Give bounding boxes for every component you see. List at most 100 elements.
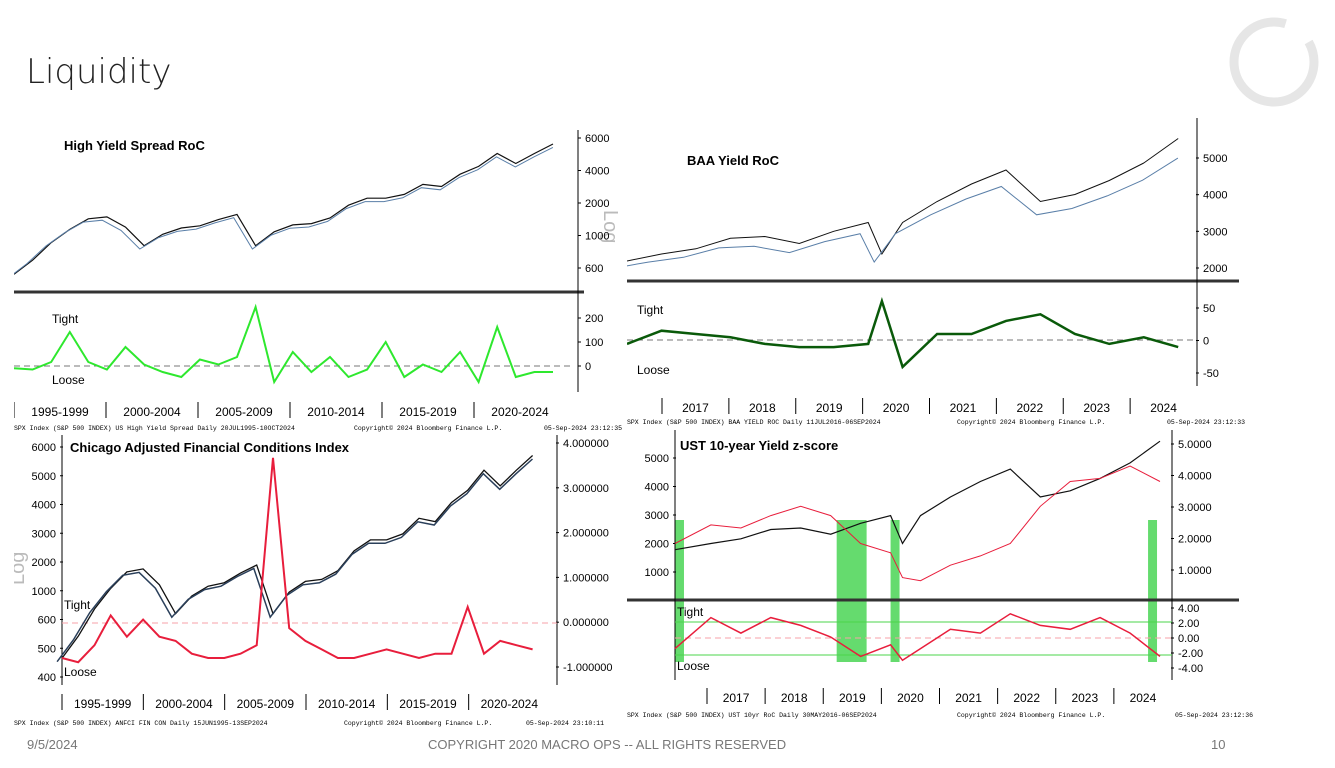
left-axis-label: 1000: [645, 567, 669, 579]
top-axis-label: 5000: [1203, 153, 1227, 165]
x-axis-label: 2015-2019: [399, 405, 457, 419]
bottom-axis-label: 0.00: [1178, 633, 1199, 645]
x-axis-label: 2020-2024: [491, 405, 549, 419]
left-axis-label: 4000: [32, 500, 56, 512]
spx-line: [61, 455, 534, 659]
x-axis-label: 2000-2004: [155, 697, 213, 711]
x-axis-label: 2018: [749, 401, 776, 415]
highlight-band: [1148, 520, 1158, 662]
left-axis-label: 5000: [32, 471, 56, 483]
top-axis-label: 4000: [585, 166, 609, 178]
x-axis-label: 2019: [839, 691, 866, 705]
footer-right: 05-Sep-2024 23:12:35: [544, 425, 622, 432]
bottom-axis-label: 0: [585, 361, 591, 373]
x-axis-label: 2024: [1150, 401, 1177, 415]
x-axis-label: 2017: [723, 691, 750, 705]
right-axis-label: -1.000000: [563, 662, 613, 674]
x-axis-label: 2021: [955, 691, 982, 705]
footer-mid: Copyright© 2024 Bloomberg Finance L.P.: [957, 711, 1105, 719]
logo-circle-icon: [1216, 4, 1326, 119]
footer-mid: Copyright© 2024 Bloomberg Finance L.P.: [344, 719, 492, 727]
footer-right: 05-Sep-2024 23:10:11: [526, 720, 604, 727]
left-axis-label: 2000: [32, 557, 56, 569]
ust-yield-line: [674, 465, 1161, 582]
label-loose: Loose: [637, 363, 670, 377]
footer-mid: Copyright© 2024 Bloomberg Finance L.P.: [957, 418, 1105, 426]
ust-chart: UST 10-year Yield z-score 5000 4000 3000 20…: [627, 430, 1253, 719]
bottom-axis-label: 50: [1203, 303, 1215, 315]
label-tight: Tight: [677, 605, 704, 619]
top-axis-label: 3000: [1203, 226, 1227, 238]
chart-title: Chicago Adjusted Financial Conditions In…: [70, 440, 350, 455]
x-axis-label: 2018: [781, 691, 808, 705]
x-axis-label: 2019: [816, 401, 843, 415]
footer-mid: Copyright© 2024 Bloomberg Finance L.P.: [354, 424, 502, 432]
bottom-axis-label: 100: [585, 337, 603, 349]
bottom-axis-label: -50: [1203, 368, 1219, 380]
right-axis-label: 1.000000: [563, 572, 609, 584]
right-axis-label: 5.0000: [1178, 439, 1212, 451]
left-axis-label: 400: [38, 672, 56, 684]
top-axis-label: 2000: [585, 198, 609, 210]
slide-title: Liquidity: [26, 52, 172, 92]
footer-right: 05-Sep-2024 23:12:33: [1167, 419, 1245, 426]
x-axis-label: 2022: [1016, 401, 1043, 415]
highlight-band: [675, 520, 684, 662]
anfci-line: [61, 457, 533, 664]
x-axis-label: 2020: [883, 401, 910, 415]
highlight-band: [836, 520, 867, 662]
x-axis-label: 2024: [1130, 691, 1157, 705]
left-axis-label: 6000: [32, 442, 56, 454]
x-axis-label: 2015-2019: [399, 697, 457, 711]
right-axis-label: 4.000000: [563, 438, 609, 450]
left-axis-label: 5000: [645, 453, 669, 465]
right-axis-label: 1.0000: [1178, 565, 1212, 577]
x-axis-label: 2023: [1083, 401, 1110, 415]
roc-line: [627, 296, 1179, 370]
x-axis-label: 2010-2014: [307, 405, 365, 419]
footer-copyright: COPYRIGHT 2020 MACRO OPS -- ALL RIGHTS R…: [428, 737, 787, 752]
label-tight: Tight: [64, 598, 91, 612]
spx-line: [14, 143, 554, 275]
label-loose: Loose: [677, 659, 710, 673]
x-axis-label: 2021: [950, 401, 977, 415]
label-loose: Loose: [64, 665, 97, 679]
right-axis-label: 3.000000: [563, 483, 609, 495]
x-axis-label: 2005-2009: [215, 405, 273, 419]
x-axis-label: 2017: [682, 401, 709, 415]
top-axis-label: 600: [585, 263, 603, 275]
footer-left: SPX Index (S&P 500 INDEX) US High Yield …: [14, 425, 295, 432]
x-axis-label: 2022: [1013, 691, 1040, 705]
right-axis-label: 3.0000: [1178, 502, 1212, 514]
footer-date: 9/5/2024: [27, 737, 78, 752]
high-yield-chart: High Yield Spread RoC Log 60004000200010…: [14, 130, 622, 432]
page-number: 10: [1211, 737, 1226, 752]
top-axis-label: 2000: [1203, 263, 1227, 275]
left-axis-label: 3000: [645, 510, 669, 522]
top-axis-label: 4000: [1203, 190, 1227, 202]
footer-left: SPX Index (S&P 500 INDEX) BAA YIELD ROC …: [627, 419, 881, 426]
top-axis-label: 1000: [585, 231, 609, 243]
footer-left: SPX Index (S&P 500 INDEX) ANFCI FIN CON …: [14, 720, 268, 727]
bottom-axis-label: 200: [585, 313, 603, 325]
bottom-axis-label: -4.00: [1178, 663, 1203, 675]
left-axis-label: Log: [14, 552, 29, 585]
footer-right: 05-Sep-2024 23:12:36: [1175, 712, 1253, 719]
x-axis-label: 2010-2014: [318, 697, 376, 711]
spx-ma-line: [56, 458, 534, 663]
right-axis-label: 2.0000: [1178, 534, 1212, 546]
label-tight: Tight: [52, 312, 79, 326]
top-axis-label: 6000: [585, 133, 609, 145]
left-axis-label: 1000: [32, 586, 56, 598]
x-axis-label: 1995-1999: [31, 405, 89, 419]
bottom-axis-label: 2.00: [1178, 618, 1199, 630]
highlight-band: [890, 520, 900, 662]
x-axis-label: 2000-2004: [123, 405, 181, 419]
top-axis-label: Log: [599, 210, 621, 243]
x-axis-label: 2023: [1071, 691, 1098, 705]
label-tight: Tight: [637, 303, 664, 317]
label-loose: Loose: [52, 373, 85, 387]
spx-ma-line: [627, 157, 1179, 267]
chart-title: High Yield Spread RoC: [64, 138, 205, 153]
right-axis-label: 4.0000: [1178, 471, 1212, 483]
